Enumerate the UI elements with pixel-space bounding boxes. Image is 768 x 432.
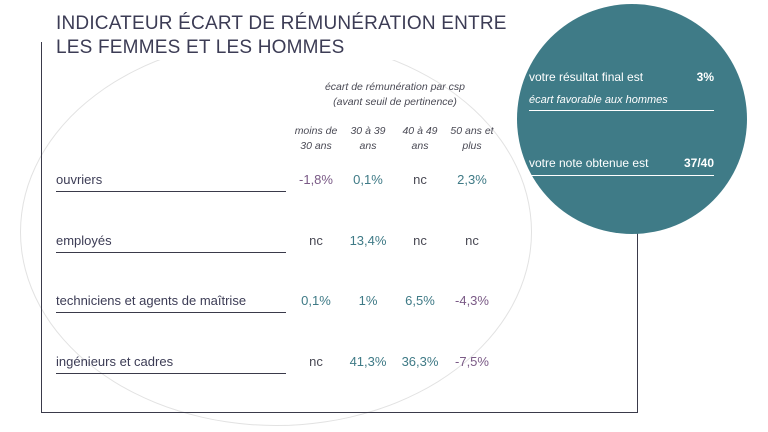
score-divider [529,175,714,176]
row-label-techniciens: techniciens et agents de maîtrise [56,293,286,313]
result-note: écart favorable aux hommes [529,94,714,111]
table-cell: 36,3% [401,354,439,369]
column-header-line-1: 40 à 49 [402,125,438,137]
table-cell: 13,4% [349,233,387,248]
page-title: INDICATEUR ÉCART DE RÉMUNÉRATION ENTRE L… [56,12,532,60]
table-cell: nc [413,172,427,187]
row-label-employes: employés [56,233,286,253]
score-label: votre note obtenue est [529,156,649,170]
table-cell: nc [309,233,323,248]
table-cell: -1,8% [299,172,333,187]
column-header-line-2: ans [359,140,377,152]
column-header-line-1: 30 à 39 [350,125,386,137]
table-cell: 0,1% [301,293,331,308]
column-header-line-2: ans [411,140,429,152]
subheader-line-1: écart de rémunération par csp [324,81,466,93]
column-header-30-39: 30 à 39 ans [339,124,397,154]
table-cell: 41,3% [349,354,387,369]
table-cell: 0,1% [353,172,383,187]
column-header-50-plus: 50 ans et plus [443,124,501,154]
result-label: votre résultat final est [529,70,644,84]
table-cell: nc [309,354,323,369]
summary-circle [517,4,747,234]
column-header-line-1: moins de [294,125,338,137]
column-header-line-1: 50 ans et [450,125,494,137]
table-cell: nc [465,233,479,248]
column-header-under-30: moins de 30 ans [287,124,345,154]
table-cell: -7,5% [455,354,489,369]
table-subheader: écart de rémunération par csp (avant seu… [300,80,490,110]
row-label-ouvriers: ouvriers [56,172,286,192]
table-cell: 6,5% [405,293,435,308]
score-value: 37/40 [683,156,714,170]
row-label-ingenieurs: ingénieurs et cadres [56,354,286,374]
subheader-line-2: (avant seuil de pertinence) [333,96,457,108]
result-value: 3% [696,70,714,84]
column-header-line-2: 30 ans [300,140,332,152]
table-cell: 1% [358,293,378,308]
table-cell: 2,3% [457,172,487,187]
column-header-line-2: plus [462,140,482,152]
column-header-40-49: 40 à 49 ans [391,124,449,154]
table-cell: -4,3% [455,293,489,308]
table-cell: nc [413,233,427,248]
